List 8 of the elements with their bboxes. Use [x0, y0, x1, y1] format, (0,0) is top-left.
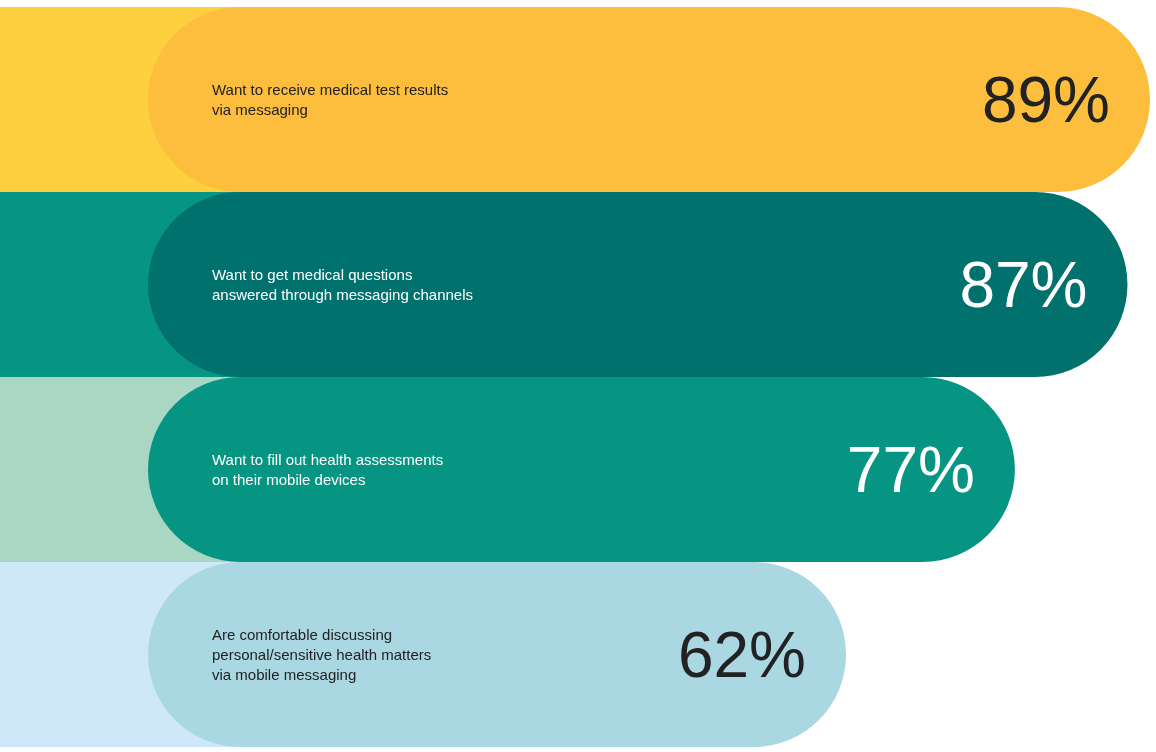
- y-tick-label: Want to receive medical test results via messaging: [212, 81, 449, 118]
- y-tick-label: Want to fill out health assessments on their mobile devices: [212, 451, 444, 488]
- data-label: 77%: [846, 433, 975, 506]
- y-tick-label: Want to get medical questions answered through messaging channels: [212, 266, 473, 303]
- data-label: 62%: [677, 618, 807, 691]
- data-label: 89%: [981, 63, 1110, 136]
- y-tick-label: Are comfortable discussing personal/sensitive health matters via mobile messaging: [212, 626, 432, 683]
- data-label: 87%: [959, 248, 1088, 321]
